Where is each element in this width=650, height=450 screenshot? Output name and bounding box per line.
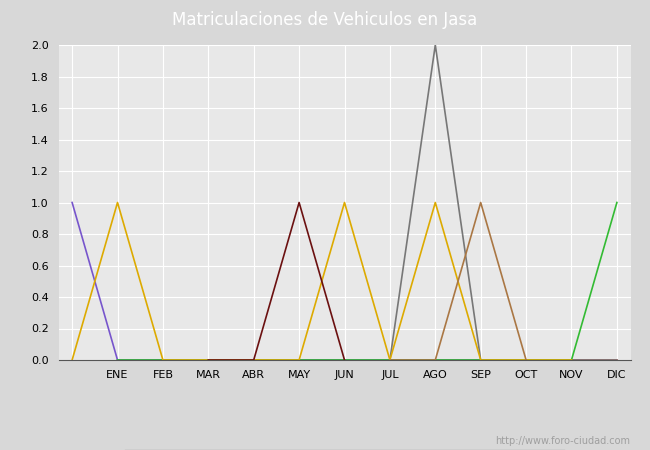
Text: Matriculaciones de Vehiculos en Jasa: Matriculaciones de Vehiculos en Jasa — [172, 11, 478, 29]
Text: http://www.foro-ciudad.com: http://www.foro-ciudad.com — [495, 436, 630, 446]
